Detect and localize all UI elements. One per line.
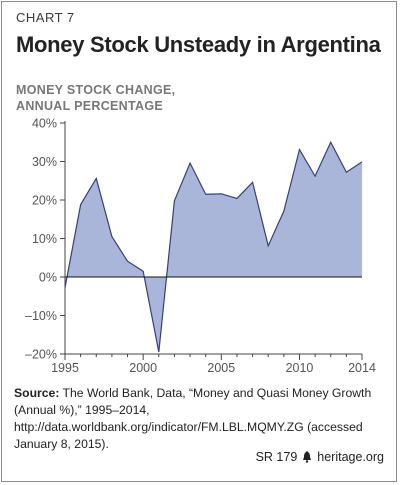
y-tick-label: 10% [32,232,57,246]
y-tick-label: 20% [32,194,57,208]
footer: SR 179 heritage.org [256,450,384,464]
chart-title: Money Stock Unsteady in Argentina [16,32,381,57]
y-axis-label-line-1: MONEY STOCK CHANGE, [16,83,176,97]
chart-number: CHART 7 [16,10,75,25]
x-tick-label: 2010 [286,361,314,375]
area-chart: –20% –10% 0% 10% 20% 30% 40% 1995 2000 2005 2010 20… [25,117,376,376]
y-tick-label: 0% [39,271,57,285]
y-tick-label: 40% [32,117,57,131]
source-label: Source: [14,386,60,400]
y-axis-label-line-2: ANNUAL PERCENTAGE [16,99,164,113]
source-text: The World Bank, Data, “Money and Quasi M… [14,386,372,451]
y-tick-label: –10% [25,309,57,323]
x-tick-label: 2005 [207,361,235,375]
series-line [64,140,363,353]
report-id: SR 179 [255,450,298,464]
x-tick-label: 2000 [129,361,157,375]
y-axis-label: MONEY STOCK CHANGE, ANNUAL PERCENTAGE [16,82,236,114]
y-tick-label: –20% [25,348,57,362]
x-tick-label: 2014 [348,361,376,375]
y-tick-label: 30% [32,155,57,169]
plot-area: –20% –10% 0% 10% 20% 30% 40% 1995 2000 2005 2010 20… [25,117,376,376]
area-fill [65,142,362,353]
site-name: heritage.org [317,450,384,464]
liberty-bell-icon [303,451,312,463]
source-note: Source: The World Bank, Data, “Money and… [14,385,386,453]
x-tick-label: 1995 [51,361,79,375]
